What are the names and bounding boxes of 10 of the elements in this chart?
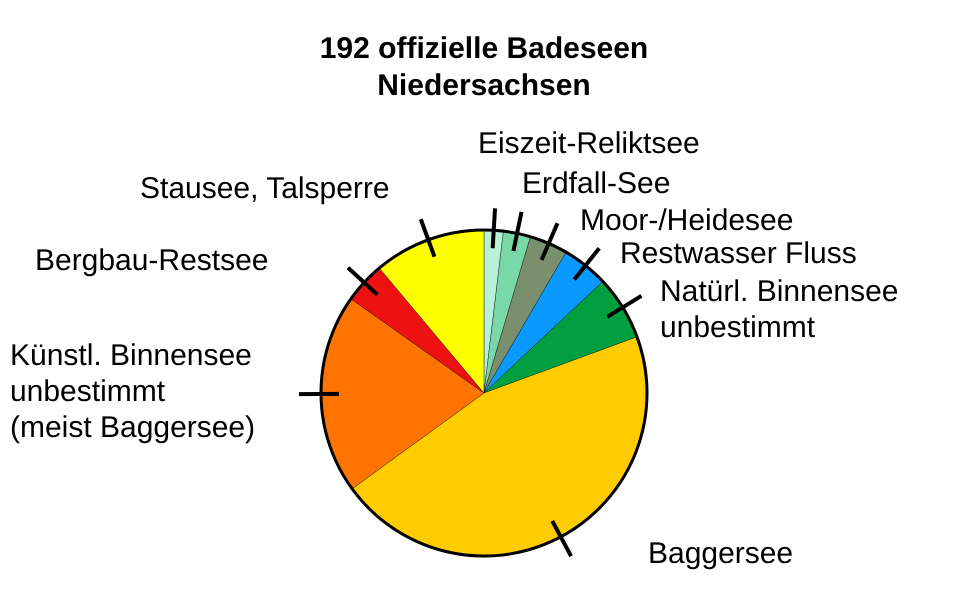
chart-title: 192 offizielle Badeseen Niedersachsen — [320, 32, 648, 102]
slice-label: Restwasser Fluss — [620, 237, 857, 270]
slice-label: Bergbau-Restsee — [35, 244, 268, 277]
slice-label: Stausee, Talsperre — [140, 172, 390, 205]
slice-label: Eiszeit-Reliktsee — [478, 127, 700, 160]
slice-label: Natürl. Binnensee unbestimmt — [660, 275, 898, 344]
slice-label: Moor-/Heidesee — [580, 204, 794, 237]
legend-label: Künstl. Binnensee unbestimmt (meist Baggersee) — [10, 339, 256, 444]
slice-label: Baggersee — [648, 537, 794, 570]
slice-label: Erdfall-See — [522, 167, 670, 200]
